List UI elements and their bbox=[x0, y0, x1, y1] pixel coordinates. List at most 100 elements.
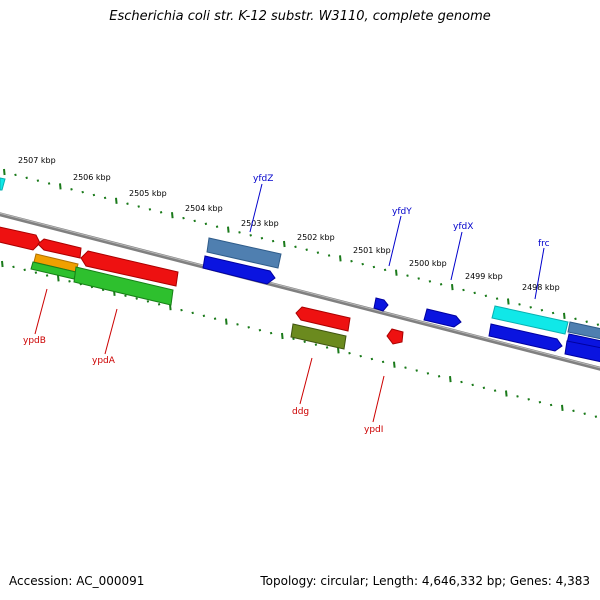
ruler-inner-tick bbox=[594, 415, 598, 418]
ruler-inner-tick bbox=[527, 398, 530, 401]
ruler-inner-tick bbox=[202, 314, 206, 318]
gene-label-ddg[interactable]: ddg bbox=[292, 407, 309, 417]
feature-blue-yfdY[interactable] bbox=[373, 297, 389, 312]
ruler-inner-tick bbox=[225, 318, 228, 325]
feature-red-2[interactable] bbox=[37, 238, 82, 259]
ruler-outer-tick bbox=[540, 308, 544, 312]
ruler-inner-tick bbox=[549, 403, 553, 407]
ruler-outer-tick bbox=[428, 280, 432, 283]
ruler-inner-tick bbox=[359, 354, 362, 358]
ruler-inner-tick bbox=[213, 317, 217, 320]
ruler-outer-tick bbox=[3, 168, 6, 176]
ruler-outer-tick bbox=[574, 317, 577, 321]
accession-label: Accession: AC_000091 bbox=[9, 574, 145, 588]
ruler-inner-tick bbox=[404, 366, 407, 369]
ruler-outer-tick bbox=[518, 303, 521, 306]
feature-red-ypdI[interactable] bbox=[386, 328, 404, 345]
ruler-outer-tick bbox=[148, 208, 152, 211]
ruler-outer-tick bbox=[383, 268, 387, 272]
ruler-inner-tick bbox=[146, 300, 150, 303]
gene-label-ypdI[interactable]: ypdI bbox=[364, 425, 383, 435]
ruler-outer-tick bbox=[227, 226, 230, 233]
ruler-inner-tick bbox=[180, 308, 183, 312]
ruler-inner-tick bbox=[281, 332, 284, 340]
ruler-outer-tick bbox=[316, 251, 320, 254]
ruler-inner-tick bbox=[348, 351, 351, 355]
ruler-inner-tick bbox=[460, 380, 463, 384]
gene-label-yfdX[interactable]: yfdX bbox=[453, 222, 473, 232]
feature-red-ddg[interactable] bbox=[295, 306, 351, 332]
ruler-outer-tick bbox=[204, 222, 208, 226]
ruler-inner-tick bbox=[191, 311, 194, 315]
feature-blue-frc[interactable] bbox=[488, 323, 563, 352]
ruler-outer-tick bbox=[159, 211, 163, 214]
ruler-outer-tick bbox=[215, 225, 219, 228]
ruler-inner-tick bbox=[45, 274, 49, 277]
ruler-outer-tick bbox=[14, 173, 17, 177]
ruler-inner-tick bbox=[57, 275, 60, 282]
ruler-inner-tick bbox=[34, 271, 38, 274]
feature-blue-yfdX[interactable] bbox=[423, 308, 462, 328]
ruler-outer-tick bbox=[563, 312, 566, 319]
ruler-outer-tick bbox=[596, 323, 600, 326]
ruler-inner-tick bbox=[303, 340, 306, 343]
ruler-outer-tick bbox=[25, 176, 28, 180]
ruler-outer-tick bbox=[115, 197, 118, 204]
ruler-inner-tick bbox=[12, 265, 15, 269]
feature-steelblue-1[interactable] bbox=[206, 237, 282, 269]
gene-label-yfdY[interactable]: yfdY bbox=[392, 207, 412, 217]
gene-label-frc[interactable]: frc bbox=[538, 239, 550, 249]
ruler-outer-tick bbox=[137, 205, 140, 208]
ruler-inner-tick bbox=[583, 412, 586, 415]
feature-olive-ddg[interactable] bbox=[290, 323, 347, 350]
kbp-label: 2499 kbp bbox=[465, 272, 503, 281]
gene-label-yfdZ[interactable]: yfdZ bbox=[253, 174, 273, 184]
ruler-outer-tick bbox=[451, 284, 454, 291]
kbp-label: 2506 kbp bbox=[73, 173, 111, 182]
feature-blue-3[interactable] bbox=[564, 340, 600, 363]
ruler-outer-tick bbox=[92, 193, 96, 197]
feature-cyan-frc[interactable] bbox=[491, 305, 569, 335]
kbp-label: 2504 kbp bbox=[185, 204, 223, 213]
ruler-inner-tick bbox=[561, 404, 564, 411]
ruler-outer-tick bbox=[182, 216, 185, 220]
ruler-outer-tick bbox=[283, 240, 286, 248]
kbp-label: 2507 kbp bbox=[18, 156, 56, 165]
ruler-outer-tick bbox=[350, 259, 353, 263]
ruler-outer-tick bbox=[473, 291, 476, 295]
feature-red-ypdA[interactable] bbox=[80, 250, 179, 287]
ruler-outer-tick bbox=[585, 320, 588, 323]
ruler-inner-tick bbox=[538, 400, 542, 404]
gene-label-ypdB[interactable]: ypdB bbox=[23, 336, 46, 346]
kbp-label: 2498 kbp bbox=[522, 283, 560, 292]
gene-label-ypdA[interactable]: ypdA bbox=[92, 356, 116, 366]
ruler-inner-tick bbox=[505, 390, 508, 397]
feature-green-ypdA[interactable] bbox=[73, 266, 174, 306]
ruler-outer bbox=[3, 168, 600, 326]
ruler-inner-tick bbox=[124, 294, 127, 297]
kbp-label: 2505 kbp bbox=[129, 189, 167, 198]
ruler-outer-tick bbox=[126, 202, 129, 205]
ruler-inner-tick bbox=[471, 383, 474, 387]
feature-cyan-left[interactable] bbox=[0, 177, 6, 191]
feature-red-left[interactable] bbox=[0, 226, 41, 251]
ruler-outer-tick bbox=[305, 248, 308, 251]
ruler-outer-tick bbox=[529, 306, 532, 309]
ruler-outer-tick bbox=[271, 239, 275, 243]
feature-steelblue-2[interactable] bbox=[567, 321, 600, 340]
ruler-outer-tick bbox=[193, 219, 196, 223]
feature-blue-yfdZ[interactable] bbox=[202, 255, 276, 285]
forward-features bbox=[0, 177, 600, 363]
kbp-label: 2500 kbp bbox=[409, 259, 447, 268]
ruler-outer-tick bbox=[36, 179, 40, 182]
ruler-outer-tick bbox=[103, 196, 107, 200]
ruler-outer-tick bbox=[47, 182, 51, 185]
ruler-outer-tick bbox=[484, 294, 488, 298]
ruler-outer-tick bbox=[81, 190, 84, 194]
ruler-inner-tick bbox=[68, 280, 71, 283]
ruler-outer-tick bbox=[59, 183, 62, 190]
ruler-inner-tick bbox=[426, 372, 430, 375]
ruler-outer-tick bbox=[361, 262, 364, 266]
ruler-outer-tick bbox=[406, 274, 409, 277]
ruler-inner-tick bbox=[247, 326, 250, 329]
